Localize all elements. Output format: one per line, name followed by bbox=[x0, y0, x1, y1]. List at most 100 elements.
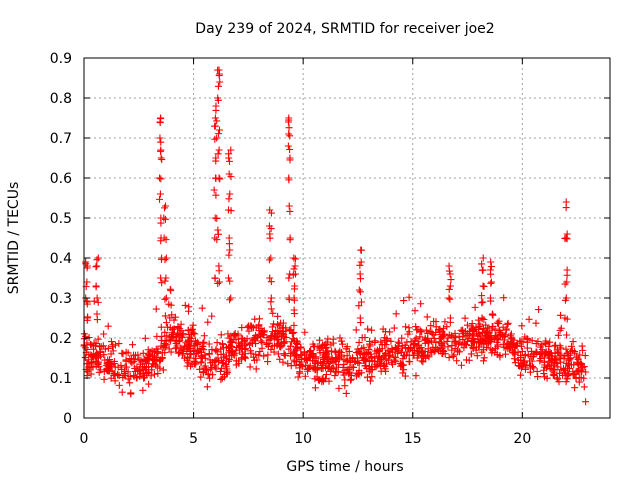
data-point bbox=[336, 334, 344, 342]
data-point bbox=[165, 333, 173, 341]
data-point bbox=[278, 341, 286, 349]
data-point bbox=[336, 347, 344, 355]
data-point bbox=[141, 371, 149, 379]
y-tick-label: 0.4 bbox=[50, 251, 72, 267]
data-point bbox=[361, 356, 369, 364]
data-point bbox=[479, 298, 487, 306]
y-tick-label: 0.8 bbox=[50, 91, 72, 107]
data-point bbox=[200, 346, 208, 354]
data-point bbox=[450, 351, 458, 359]
data-point bbox=[216, 126, 224, 134]
data-point bbox=[162, 254, 170, 262]
data-point bbox=[201, 362, 209, 370]
data-point bbox=[342, 345, 350, 353]
data-point bbox=[535, 306, 543, 314]
data-point bbox=[270, 320, 278, 328]
data-point bbox=[361, 334, 369, 342]
data-point bbox=[213, 339, 221, 347]
data-point bbox=[327, 365, 335, 373]
data-point bbox=[373, 346, 381, 354]
data-point bbox=[365, 358, 373, 366]
data-point bbox=[211, 114, 219, 122]
data-point bbox=[438, 341, 446, 349]
data-point bbox=[489, 311, 497, 319]
data-point bbox=[161, 340, 169, 348]
data-point bbox=[575, 366, 583, 374]
data-point bbox=[400, 297, 408, 305]
data-point bbox=[569, 338, 577, 346]
data-point bbox=[186, 342, 194, 350]
data-point bbox=[285, 274, 293, 282]
data-point bbox=[217, 331, 225, 339]
data-point bbox=[428, 349, 436, 357]
data-point bbox=[141, 334, 149, 342]
data-point bbox=[197, 373, 205, 381]
data-point bbox=[274, 312, 282, 320]
data-point bbox=[219, 340, 227, 348]
data-point bbox=[215, 267, 223, 275]
data-point bbox=[306, 362, 314, 370]
data-point bbox=[487, 279, 495, 287]
data-point bbox=[389, 360, 397, 368]
data-point bbox=[217, 345, 225, 353]
data-point bbox=[356, 261, 364, 269]
data-point bbox=[247, 349, 255, 357]
data-point bbox=[252, 324, 260, 332]
data-point bbox=[402, 323, 410, 331]
data-point bbox=[157, 147, 165, 155]
data-point bbox=[82, 260, 90, 268]
data-point bbox=[214, 230, 222, 238]
data-point bbox=[375, 352, 383, 360]
data-point bbox=[158, 155, 166, 163]
data-point bbox=[446, 295, 454, 303]
data-point bbox=[371, 337, 379, 345]
data-point bbox=[496, 351, 504, 359]
data-point bbox=[213, 236, 221, 244]
data-point bbox=[235, 359, 243, 367]
data-point bbox=[85, 351, 93, 359]
data-point bbox=[196, 365, 204, 373]
data-point bbox=[232, 335, 240, 343]
data-point bbox=[184, 359, 192, 367]
data-point bbox=[500, 343, 508, 351]
data-point bbox=[453, 357, 461, 365]
data-point bbox=[432, 329, 440, 337]
data-point bbox=[276, 355, 284, 363]
data-point bbox=[311, 366, 319, 374]
data-point bbox=[397, 349, 405, 357]
data-point bbox=[265, 256, 273, 264]
data-point bbox=[440, 332, 448, 340]
data-point bbox=[445, 285, 453, 293]
data-point bbox=[467, 342, 475, 350]
data-point bbox=[215, 278, 223, 286]
data-point bbox=[230, 331, 238, 339]
data-point bbox=[279, 358, 287, 366]
data-point bbox=[550, 356, 558, 364]
data-point bbox=[523, 361, 531, 369]
data-point bbox=[379, 325, 387, 333]
data-point bbox=[354, 370, 362, 378]
data-point bbox=[582, 368, 590, 376]
data-point bbox=[100, 368, 108, 376]
data-point bbox=[149, 352, 157, 360]
x-axis-label: GPS time / hours bbox=[286, 459, 403, 475]
data-point bbox=[487, 262, 495, 270]
data-point bbox=[311, 375, 319, 383]
data-point bbox=[467, 350, 475, 358]
data-point bbox=[252, 340, 260, 348]
data-point bbox=[430, 317, 438, 325]
data-point bbox=[96, 343, 104, 351]
data-point bbox=[144, 346, 152, 354]
data-point bbox=[104, 322, 112, 330]
data-point bbox=[126, 355, 134, 363]
data-point bbox=[250, 335, 258, 343]
data-point bbox=[92, 351, 100, 359]
data-point bbox=[159, 366, 167, 374]
data-point bbox=[187, 350, 195, 358]
data-point bbox=[270, 348, 278, 356]
data-point bbox=[157, 154, 165, 162]
data-point bbox=[290, 265, 298, 273]
data-point bbox=[260, 352, 268, 360]
y-tick-label: 0.1 bbox=[50, 371, 72, 387]
chart-title: Day 239 of 2024, SRMTID for receiver joe… bbox=[195, 21, 494, 37]
